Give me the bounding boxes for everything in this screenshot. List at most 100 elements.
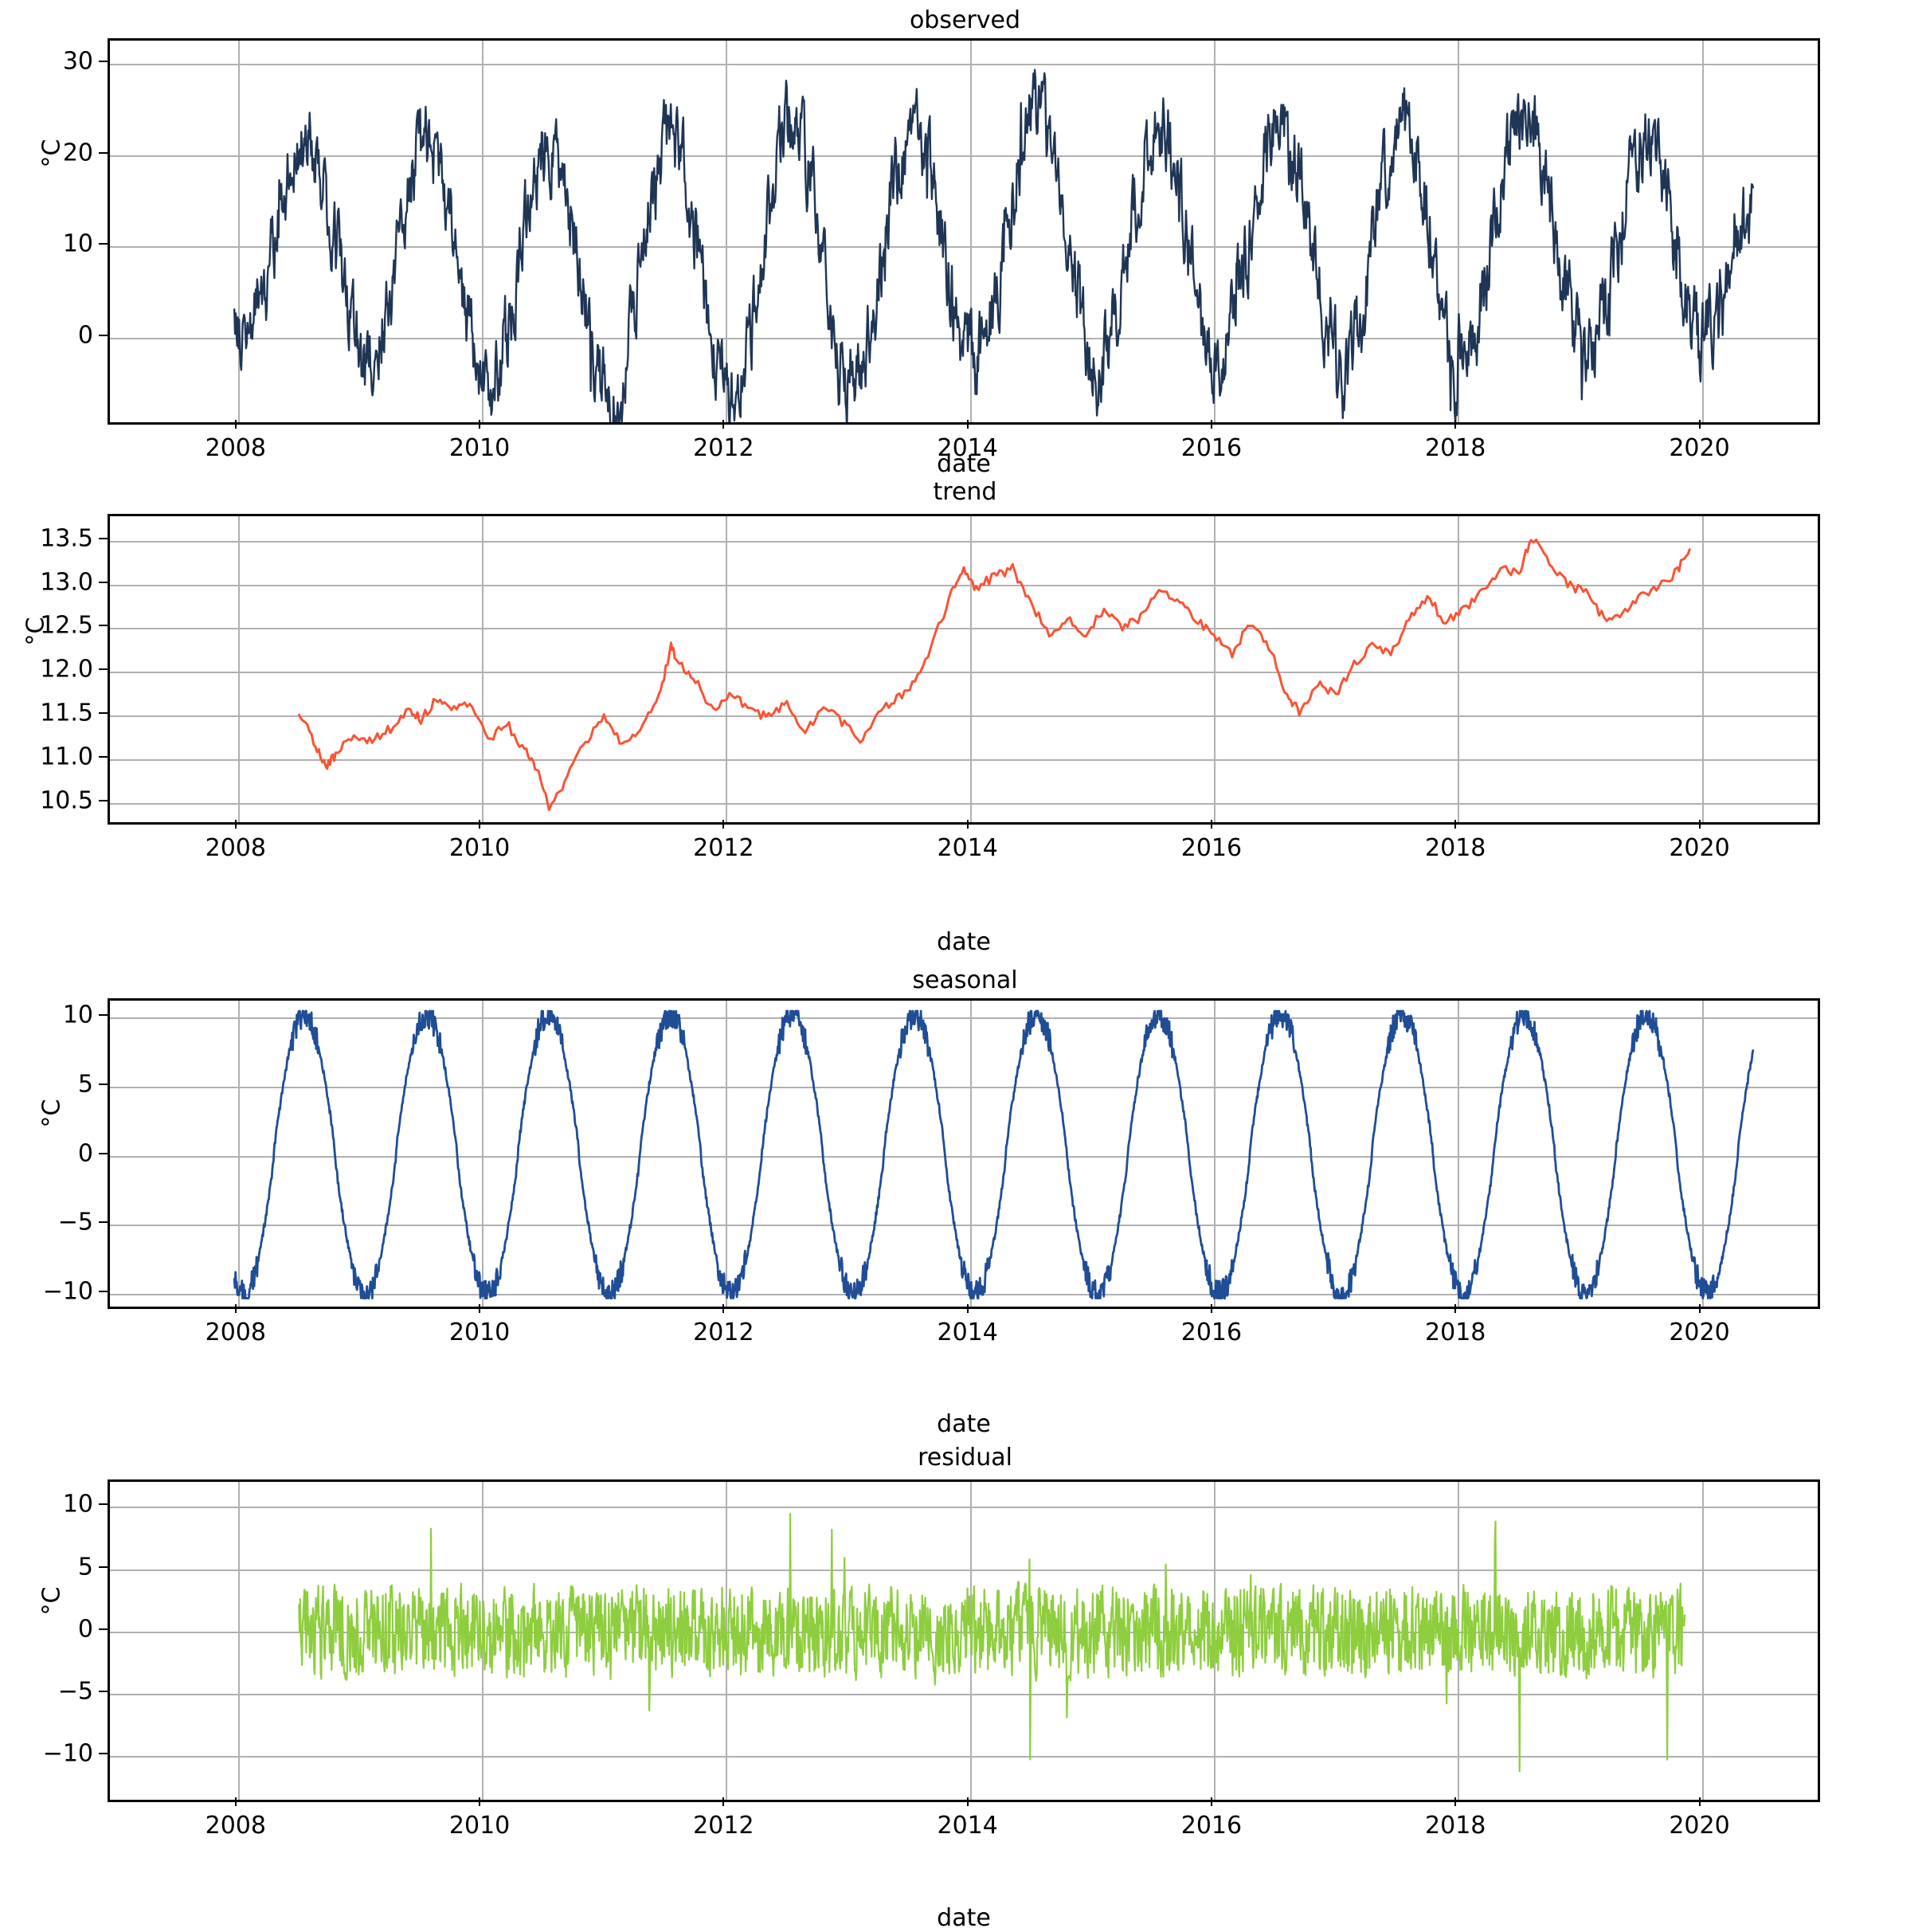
plot-area-observed bbox=[108, 38, 1820, 425]
x-tick-label: 2012 bbox=[693, 434, 754, 462]
gridline-horizontal bbox=[110, 1507, 1818, 1509]
gridline-horizontal bbox=[110, 1756, 1818, 1758]
gridline-horizontal bbox=[110, 1225, 1818, 1227]
x-tick-label: 2016 bbox=[1180, 1319, 1243, 1346]
x-tick-mark bbox=[234, 1304, 237, 1313]
x-tick-mark bbox=[966, 1304, 969, 1313]
x-tick-label: 2020 bbox=[1669, 1319, 1730, 1346]
series-line-seasonal bbox=[233, 1009, 1755, 1299]
x-tick-label: 2008 bbox=[205, 1319, 266, 1346]
gridline-horizontal bbox=[110, 1017, 1818, 1019]
gridline-vertical bbox=[1701, 1482, 1704, 1800]
gridline-vertical bbox=[237, 516, 240, 822]
gridline-horizontal bbox=[110, 63, 1818, 65]
gridline-vertical bbox=[1213, 41, 1216, 422]
x-tick-mark bbox=[234, 420, 237, 429]
y-tick-label: 0 bbox=[77, 1139, 93, 1168]
gridline-vertical bbox=[482, 41, 484, 422]
x-tick-label: 2020 bbox=[1669, 1812, 1730, 1840]
y-tick-label: 11.5 bbox=[40, 699, 93, 727]
y-tick-label: 20 bbox=[62, 139, 93, 167]
y-tick-mark bbox=[99, 60, 108, 62]
gridline-vertical bbox=[1458, 41, 1460, 422]
gridline-vertical bbox=[726, 41, 728, 422]
y-axis-label-observed: °C bbox=[37, 139, 66, 168]
plot-area-residual bbox=[108, 1479, 1820, 1802]
y-tick-mark bbox=[99, 537, 108, 539]
gridline-vertical bbox=[1458, 1001, 1460, 1307]
y-tick-label: −5 bbox=[57, 1677, 93, 1706]
x-tick-label: 2014 bbox=[937, 1319, 998, 1346]
series-line-residual bbox=[298, 1513, 1686, 1773]
panel-title-residual: residual bbox=[918, 1444, 1012, 1472]
gridline-vertical bbox=[1213, 1001, 1216, 1307]
x-tick-label: 2014 bbox=[937, 834, 998, 862]
gridline-horizontal bbox=[110, 802, 1818, 805]
x-tick-mark bbox=[1698, 820, 1701, 829]
x-tick-mark bbox=[1454, 1797, 1457, 1806]
y-tick-mark bbox=[99, 581, 108, 583]
y-tick-label: 5 bbox=[77, 1553, 93, 1581]
x-tick-mark bbox=[722, 820, 725, 829]
gridline-horizontal bbox=[110, 584, 1818, 586]
y-tick-label: 0 bbox=[77, 1615, 93, 1644]
panel-title-trend: trend bbox=[933, 478, 997, 506]
y-axis-label-seasonal: °C bbox=[37, 1099, 66, 1128]
x-tick-mark bbox=[1454, 820, 1457, 829]
gridline-horizontal bbox=[110, 1086, 1818, 1088]
y-tick-mark bbox=[99, 243, 108, 245]
x-tick-label: 2008 bbox=[205, 834, 266, 862]
y-tick-label: 5 bbox=[77, 1070, 93, 1099]
gridline-vertical bbox=[1213, 516, 1216, 822]
y-tick-mark bbox=[99, 712, 108, 715]
gridline-vertical bbox=[1701, 516, 1704, 822]
y-tick-mark bbox=[99, 799, 108, 801]
x-tick-mark bbox=[966, 820, 969, 829]
x-tick-label: 2016 bbox=[1180, 1812, 1243, 1840]
y-tick-label: −5 bbox=[57, 1208, 93, 1236]
gridline-vertical bbox=[969, 516, 972, 822]
x-tick-mark bbox=[722, 1304, 725, 1313]
plot-area-trend bbox=[108, 514, 1820, 825]
gridline-horizontal bbox=[110, 155, 1818, 157]
gridline-vertical bbox=[1701, 1001, 1704, 1307]
y-tick-label: −10 bbox=[42, 1277, 93, 1306]
y-tick-mark bbox=[99, 1503, 108, 1506]
y-tick-label: 30 bbox=[62, 47, 93, 76]
y-tick-mark bbox=[99, 668, 108, 671]
y-tick-label: 0 bbox=[77, 321, 93, 350]
gridline-vertical bbox=[1701, 41, 1704, 422]
x-tick-mark bbox=[1454, 1304, 1457, 1313]
x-tick-mark bbox=[234, 820, 237, 829]
panel-title-observed: observed bbox=[909, 6, 1021, 34]
x-axis-label-observed: date bbox=[937, 450, 991, 478]
x-tick-mark bbox=[479, 820, 481, 829]
y-tick-mark bbox=[99, 625, 108, 627]
panel-observed: observed °C date 0 10 20 30 2008 2010 2012 2014… bbox=[0, 0, 1930, 478]
gridline-vertical bbox=[237, 1001, 240, 1307]
x-tick-label: 2018 bbox=[1425, 834, 1486, 862]
gridline-vertical bbox=[726, 1001, 728, 1307]
x-tick-label: 2008 bbox=[205, 434, 266, 462]
gridline-horizontal bbox=[110, 715, 1818, 718]
x-tick-mark bbox=[1210, 1304, 1212, 1313]
x-axis-label-trend: date bbox=[937, 928, 991, 956]
y-tick-label: 13.0 bbox=[40, 568, 93, 597]
x-tick-label: 2018 bbox=[1425, 1812, 1486, 1840]
x-tick-mark bbox=[234, 1797, 237, 1806]
y-tick-label: 10 bbox=[62, 1490, 93, 1519]
y-tick-label: 10 bbox=[62, 1001, 93, 1029]
x-tick-mark bbox=[1210, 420, 1212, 429]
y-tick-label: −10 bbox=[42, 1739, 93, 1768]
gridline-horizontal bbox=[110, 1694, 1818, 1695]
plot-area-seasonal bbox=[108, 998, 1820, 1309]
y-tick-mark bbox=[99, 1691, 108, 1692]
y-tick-label: 12.0 bbox=[40, 655, 93, 684]
x-tick-mark bbox=[1698, 1797, 1701, 1806]
y-tick-mark bbox=[99, 1566, 108, 1568]
panel-title-seasonal: seasonal bbox=[912, 966, 1018, 994]
gridline-vertical bbox=[969, 41, 972, 422]
x-tick-label: 2014 bbox=[937, 1812, 998, 1840]
y-tick-mark bbox=[99, 1291, 108, 1293]
